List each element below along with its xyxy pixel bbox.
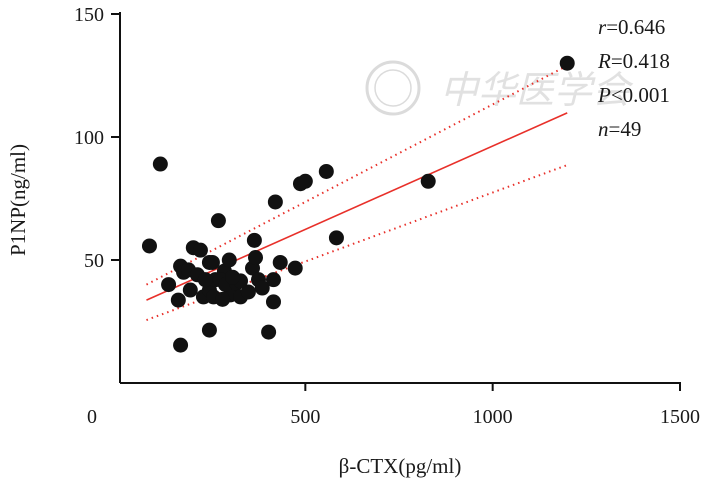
data-point [192,242,208,258]
stat-value: =49 [609,117,642,141]
data-point [170,292,186,308]
data-point [272,254,288,270]
stat-r: r=0.646 [598,15,665,39]
data-point [201,322,217,338]
stat-var: n [598,117,609,141]
data-point [318,163,334,179]
stat-var: R [597,49,611,73]
data-point [182,282,198,298]
x-axis-label: β-CTX(pg/ml) [339,454,462,478]
data-point [204,254,220,270]
data-point [287,260,303,276]
stat-n: n=49 [598,117,641,141]
watermark: 中华医学会 [365,60,634,116]
data-point [240,284,256,300]
data-point [267,194,283,210]
data-point [141,238,157,254]
data-point [328,230,344,246]
data-point [197,272,213,288]
data-point [173,337,189,353]
data-point [225,269,241,285]
watermark-seal-inner [374,69,412,107]
data-point [248,250,264,266]
ci-upper-line [146,64,568,286]
data-point [297,173,313,189]
watermark-seal-icon [365,60,421,116]
data-point [265,272,281,288]
y-tick-label: 50 [84,250,104,272]
stat-value: =0.646 [606,15,665,39]
stat-value: =0.418 [611,49,670,73]
x-tick-label: 1000 [473,406,513,428]
stat-P: P<0.001 [597,83,670,107]
x-tick-label: 500 [290,406,320,428]
data-point [152,156,168,172]
y-axis-label: P1NP(ng/ml) [6,144,30,256]
stat-var: r [598,15,607,39]
stat-R: R=0.418 [597,49,670,73]
x-tick-label: 0 [87,406,97,428]
data-point [210,213,226,229]
data-point [420,173,436,189]
data-point [221,252,237,268]
data-point [246,232,262,248]
regression-line [146,112,568,301]
axes [119,12,681,384]
stat-value: <0.001 [611,83,670,107]
data-point [261,324,277,340]
data-point [254,280,270,296]
data-point [215,291,231,307]
x-tick-label: 1500 [660,406,700,428]
watermark-text: 中华医学会 [440,70,634,112]
data-point [559,55,575,71]
data-point [161,277,177,293]
data-point [265,294,281,310]
stat-var: P [597,83,611,107]
y-tick-label: 100 [74,127,104,149]
y-tick-label: 150 [74,4,104,26]
